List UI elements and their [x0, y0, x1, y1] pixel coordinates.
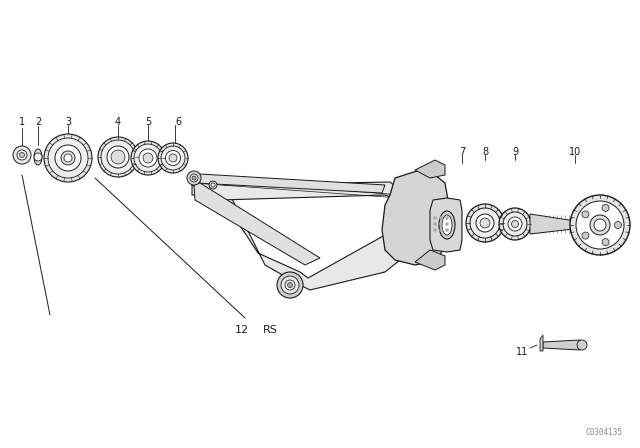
Circle shape	[503, 212, 527, 236]
Circle shape	[508, 217, 522, 231]
Text: 4: 4	[115, 117, 121, 127]
Text: 10: 10	[569, 147, 581, 157]
Circle shape	[17, 150, 27, 160]
Circle shape	[209, 181, 217, 189]
Circle shape	[285, 280, 295, 290]
Ellipse shape	[439, 211, 455, 239]
Circle shape	[466, 204, 504, 242]
Text: 11: 11	[516, 347, 528, 357]
Circle shape	[166, 151, 180, 165]
Text: RS: RS	[262, 325, 277, 335]
Text: 9: 9	[512, 147, 518, 157]
Circle shape	[445, 223, 449, 225]
Text: 3: 3	[65, 117, 71, 127]
Polygon shape	[194, 174, 385, 193]
Circle shape	[614, 221, 621, 228]
Circle shape	[445, 216, 449, 220]
Circle shape	[433, 228, 436, 232]
Circle shape	[131, 141, 165, 175]
Text: 7: 7	[459, 147, 465, 157]
Text: 8: 8	[482, 147, 488, 157]
Circle shape	[143, 153, 153, 163]
Circle shape	[433, 223, 436, 225]
Polygon shape	[415, 160, 445, 178]
Circle shape	[582, 232, 589, 239]
Circle shape	[48, 138, 88, 178]
Circle shape	[187, 171, 201, 185]
Text: 2: 2	[35, 117, 41, 127]
Circle shape	[576, 201, 624, 249]
Circle shape	[602, 204, 609, 211]
Circle shape	[64, 154, 72, 162]
Circle shape	[34, 153, 42, 161]
Circle shape	[287, 283, 292, 288]
Circle shape	[44, 134, 92, 182]
Text: 5: 5	[145, 117, 151, 127]
Circle shape	[134, 144, 162, 172]
Circle shape	[511, 220, 518, 228]
Circle shape	[13, 146, 31, 164]
Circle shape	[433, 216, 436, 220]
Circle shape	[440, 228, 442, 232]
Circle shape	[211, 183, 215, 187]
Circle shape	[594, 219, 606, 231]
Circle shape	[440, 223, 442, 225]
Polygon shape	[382, 170, 448, 265]
Text: 12: 12	[235, 325, 249, 335]
Circle shape	[582, 211, 589, 218]
Circle shape	[499, 208, 531, 240]
Polygon shape	[194, 183, 320, 265]
Circle shape	[277, 272, 303, 298]
Circle shape	[19, 152, 24, 158]
Circle shape	[577, 340, 587, 350]
Polygon shape	[430, 198, 462, 252]
Circle shape	[570, 195, 630, 255]
Polygon shape	[543, 340, 582, 350]
Circle shape	[158, 143, 188, 173]
Circle shape	[111, 150, 125, 164]
Circle shape	[107, 146, 129, 168]
Circle shape	[480, 218, 490, 228]
Polygon shape	[192, 172, 400, 200]
Circle shape	[192, 176, 196, 180]
Circle shape	[281, 276, 299, 294]
Circle shape	[476, 214, 494, 232]
Circle shape	[98, 137, 138, 177]
Polygon shape	[415, 250, 445, 270]
Circle shape	[590, 215, 610, 235]
Circle shape	[55, 145, 81, 171]
Circle shape	[440, 216, 442, 220]
Ellipse shape	[442, 215, 452, 235]
Text: C0304135: C0304135	[585, 427, 622, 436]
Polygon shape	[540, 335, 543, 351]
Circle shape	[61, 151, 75, 165]
Polygon shape	[530, 214, 592, 234]
Circle shape	[139, 149, 157, 167]
Circle shape	[169, 154, 177, 162]
Circle shape	[445, 228, 449, 232]
Circle shape	[101, 140, 135, 174]
Circle shape	[190, 174, 198, 182]
Ellipse shape	[34, 149, 42, 165]
Text: 6: 6	[175, 117, 181, 127]
Circle shape	[161, 146, 185, 170]
Circle shape	[470, 208, 500, 238]
Text: 1: 1	[19, 117, 25, 127]
Circle shape	[602, 239, 609, 246]
Polygon shape	[192, 180, 400, 290]
